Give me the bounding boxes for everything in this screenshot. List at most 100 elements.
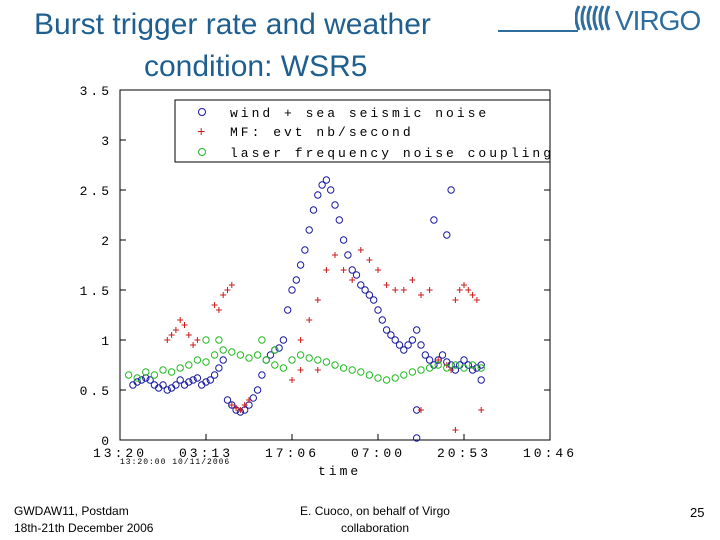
legend: wind + sea seismic noise + MF: evt nb/se… xyxy=(174,99,554,163)
data-point-mf xyxy=(220,292,227,298)
data-point-laser xyxy=(443,364,451,372)
data-point-mf xyxy=(246,397,252,403)
data-point-wind xyxy=(249,394,258,402)
data-point-laser xyxy=(331,361,339,369)
data-point-wind xyxy=(146,376,154,384)
legend-label-laser: laser frequency noise coupling xyxy=(230,146,554,161)
data-point-wind xyxy=(339,236,348,244)
data-point-wind xyxy=(400,346,408,354)
data-point-laser xyxy=(185,361,193,369)
data-point-mf xyxy=(461,282,467,288)
x-axis-label: time xyxy=(318,464,361,479)
data-point-mf xyxy=(452,297,459,303)
data-point-wind xyxy=(288,286,296,294)
data-point-wind xyxy=(314,191,322,199)
data-point-wind xyxy=(477,376,485,384)
data-point-mf xyxy=(177,317,184,323)
data-point-wind xyxy=(447,186,455,194)
data-point-mf xyxy=(172,327,179,333)
data-point-laser xyxy=(142,368,150,376)
data-point-wind xyxy=(421,351,429,359)
legend-label-wind: wind + sea seismic noise xyxy=(230,106,489,121)
data-point-wind xyxy=(387,331,395,339)
data-point-mf xyxy=(233,405,240,411)
data-point-laser xyxy=(279,364,288,372)
data-point-mf xyxy=(190,342,197,348)
data-point-wind xyxy=(408,336,417,344)
data-point-laser xyxy=(271,361,279,369)
data-point-laser xyxy=(215,336,223,344)
data-point-wind xyxy=(395,341,404,349)
data-point-wind xyxy=(206,376,215,384)
y-tick-label: 2 xyxy=(101,234,112,249)
data-point-wind xyxy=(185,378,193,386)
data-point-laser xyxy=(202,358,210,366)
data-point-mf xyxy=(478,407,485,413)
data-point-laser xyxy=(296,351,305,359)
data-point-laser xyxy=(210,351,219,359)
data-point-laser xyxy=(348,366,356,374)
data-point-laser xyxy=(425,364,434,372)
data-point-laser xyxy=(477,364,485,372)
slide-title-line-2: condition: WSR5 xyxy=(144,50,368,83)
chart: 0 0.5 1 1.5 2 2.5 3 3.5 13:20 03:13 17:06 07:00 20:… xyxy=(80,84,577,479)
virgo-logo-mark xyxy=(575,5,611,31)
data-point-laser xyxy=(434,361,442,369)
data-point-laser xyxy=(150,371,159,379)
data-point-mf xyxy=(452,427,459,433)
footer-author-line-1: E. Cuoco, on behalf of Virgo xyxy=(300,504,450,518)
data-point-mf xyxy=(224,287,231,293)
data-point-wind xyxy=(279,336,288,344)
y-tick-label: 0.5 xyxy=(80,384,112,399)
data-point-laser xyxy=(322,358,331,366)
data-point-wind xyxy=(352,271,361,279)
footer-author-line-2: collaboration xyxy=(340,521,410,535)
data-point-wind xyxy=(163,386,172,394)
data-point-wind xyxy=(296,261,305,269)
data-point-laser xyxy=(408,368,417,376)
legend-marker-wind xyxy=(198,108,206,116)
data-point-wind xyxy=(404,341,412,349)
data-point-laser xyxy=(288,356,296,364)
data-point-laser xyxy=(219,346,227,354)
x-tick-label: 10:46 xyxy=(523,446,577,461)
data-point-wind xyxy=(133,378,141,386)
data-point-mf xyxy=(168,332,175,338)
data-point-laser xyxy=(133,374,141,382)
data-point-wind xyxy=(443,231,451,239)
data-point-laser xyxy=(391,374,399,382)
data-point-mf xyxy=(314,297,321,303)
data-point-laser xyxy=(228,348,236,356)
x-tick-label: 20:53 xyxy=(437,446,491,461)
data-point-laser xyxy=(417,366,425,374)
data-point-mf xyxy=(418,407,424,413)
x-tick-label: 13:20 xyxy=(93,446,147,461)
data-point-wind xyxy=(202,378,210,386)
data-point-mf xyxy=(469,292,476,298)
data-point-mf xyxy=(375,267,381,273)
data-point-wind xyxy=(417,341,425,349)
data-point-wind xyxy=(172,381,180,389)
data-point-wind xyxy=(413,326,421,334)
data-point-wind xyxy=(292,276,300,284)
data-point-mf xyxy=(215,307,222,313)
data-point-wind xyxy=(477,361,485,369)
data-point-wind xyxy=(215,364,223,372)
data-point-mf xyxy=(392,287,399,293)
y-tick-label: 1 xyxy=(101,334,112,349)
data-point-mf xyxy=(237,407,244,413)
data-point-wind xyxy=(275,344,283,352)
data-point-laser xyxy=(314,356,322,364)
data-point-mf xyxy=(306,317,313,323)
legend-marker-mf: + xyxy=(197,125,205,141)
data-point-mf xyxy=(366,257,373,263)
legend-marker-laser xyxy=(198,148,206,156)
data-point-wind xyxy=(430,216,438,224)
x-tick-label: 03:13 xyxy=(179,446,233,461)
data-point-wind xyxy=(284,306,292,314)
data-point-wind xyxy=(301,246,309,254)
data-point-wind xyxy=(327,186,335,194)
logo-rule xyxy=(498,30,578,32)
data-point-laser xyxy=(262,356,270,364)
data-point-wind xyxy=(228,401,236,409)
